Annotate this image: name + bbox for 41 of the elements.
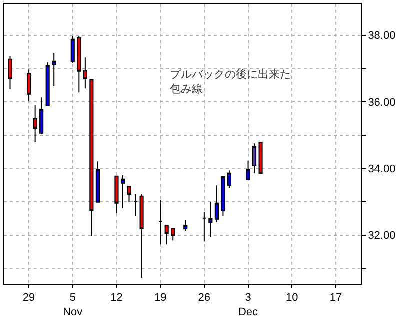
x-tick-label: 5 Nov [63, 292, 84, 318]
candlestick [8, 56, 12, 90]
candlestick [33, 104, 38, 143]
candlestick [96, 161, 100, 203]
candlestick [52, 52, 56, 87]
x-tick-label: 17 [330, 292, 342, 304]
x-tick-label: 26 [198, 292, 211, 304]
candlestick [77, 36, 82, 94]
y-tick-label: 32.00 [368, 230, 396, 242]
candlestick [164, 225, 169, 246]
candlestick [133, 194, 138, 216]
candlestick [158, 200, 163, 246]
candlestick [208, 202, 213, 238]
candlestick [227, 170, 232, 188]
x-tick-label: 19 [154, 292, 167, 304]
y-tick-label: 34.00 [368, 164, 396, 176]
x-tick-label: 3 Dec [238, 292, 259, 318]
candlestick [83, 57, 88, 90]
x-tick-label: 10 [286, 292, 298, 304]
candlestick [27, 69, 32, 102]
candlestick [252, 143, 257, 174]
candlestick [202, 212, 206, 242]
candlestick [171, 228, 176, 242]
candlestick [214, 185, 219, 223]
candlestick [184, 220, 188, 232]
x-tick-label: 12 [110, 292, 123, 304]
x-tick-label: 29 [22, 292, 36, 304]
candlestick [70, 36, 75, 64]
candlestick [140, 194, 144, 278]
candlestick [246, 160, 250, 180]
annotation: プルバックの後に出来た包み線 [170, 68, 291, 96]
candlestick [90, 78, 94, 236]
y-tick-label: 38.00 [368, 30, 396, 42]
candlestick [221, 176, 226, 216]
candlestick [46, 62, 50, 106]
candlestick [40, 97, 44, 135]
candlestick [258, 142, 263, 174]
y-tick-label: 36.00 [368, 96, 396, 109]
candlestick [127, 186, 132, 203]
candlestick [120, 174, 126, 209]
candlestick [114, 176, 119, 214]
